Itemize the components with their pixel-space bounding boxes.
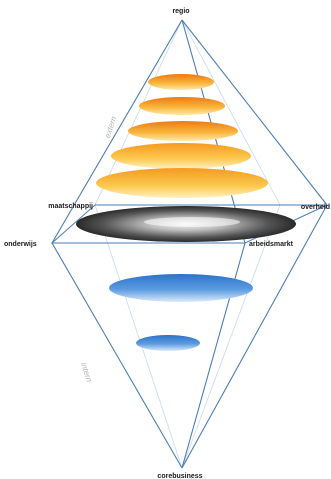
front-edges [51, 19, 328, 469]
orange-disc-5 [96, 168, 268, 198]
orange-discs [96, 74, 268, 198]
label-top: regio [172, 8, 189, 15]
blue-disc-1 [109, 274, 253, 302]
label-left: onderwijs [4, 241, 37, 248]
blue-disc-2 [136, 335, 200, 351]
label-bottom: corebusiness [157, 473, 202, 479]
label-extern: extern [103, 115, 119, 139]
gray-disc-highlight [144, 217, 240, 227]
orange-disc-3 [128, 121, 238, 141]
label-right: overheid [301, 204, 330, 211]
orange-disc-1 [148, 74, 214, 90]
back-edges [94, 19, 281, 469]
orange-disc-2 [139, 97, 225, 115]
label-intern: intern [79, 361, 94, 383]
gray-disc-group [76, 206, 296, 242]
label-lower-right: arbeidsmarkt [249, 241, 294, 248]
blue-discs [109, 274, 253, 351]
label-upper-left: maatschappij [48, 203, 93, 210]
orange-disc-4 [111, 143, 251, 169]
